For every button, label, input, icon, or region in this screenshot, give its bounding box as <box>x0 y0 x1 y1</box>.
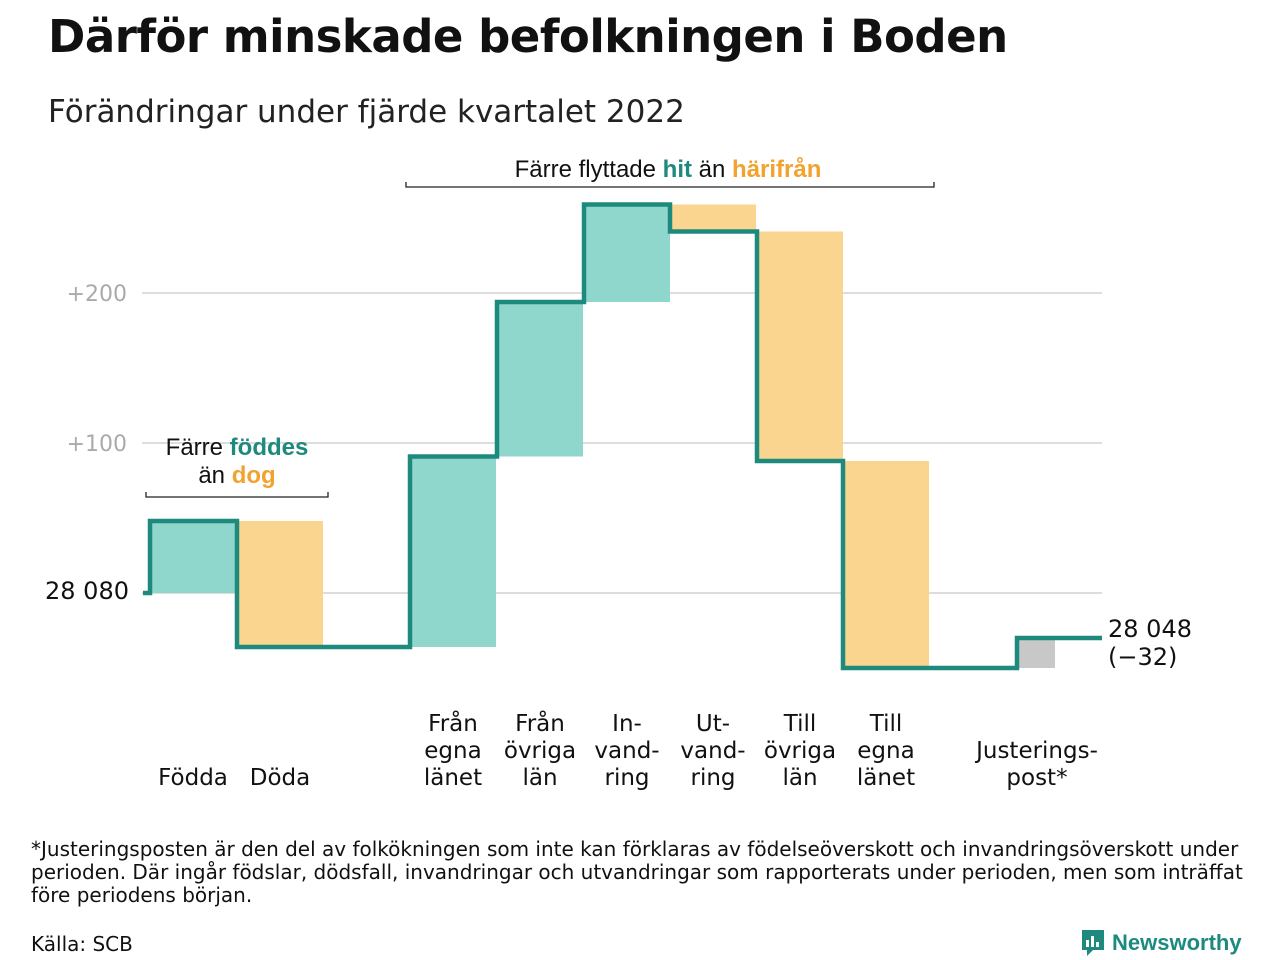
end-value-label: 28 048 <box>1108 615 1192 643</box>
y-tick-label: +100 <box>67 432 127 457</box>
category-label: Justerings- <box>974 738 1098 764</box>
natural-bracket <box>145 492 329 498</box>
category-label: Från <box>428 709 478 737</box>
chart-title: Därför minskade befolkningen i Boden <box>48 10 1008 63</box>
natural-annotation-line1: Färre föddes <box>166 434 309 461</box>
newsworthy-logo-icon <box>1082 930 1104 956</box>
category-label: Till <box>783 711 817 737</box>
waterfall-bar <box>843 461 929 668</box>
y-tick-label: +200 <box>67 282 127 307</box>
category-label: Döda <box>250 765 310 791</box>
category-label: ring <box>604 765 649 791</box>
waterfall-bar <box>497 302 583 457</box>
category-label: övriga <box>764 738 836 764</box>
category-label: övriga <box>504 738 576 764</box>
category-label: egna <box>857 738 914 764</box>
category-label: post* <box>1006 765 1067 791</box>
category-label: vand- <box>680 738 745 764</box>
category-label: Till <box>869 711 903 737</box>
waterfall-bar <box>670 204 756 232</box>
natural-annotation-line2: än dog <box>198 462 275 489</box>
annotation-span: än <box>692 156 732 183</box>
source-label: Källa: SCB <box>31 932 133 956</box>
annotation-span: Färre flyttade <box>515 156 663 183</box>
cumulative-step-line <box>143 202 1102 671</box>
migration-annotation: Färre flyttade hit än härifrån <box>515 156 822 183</box>
category-label: län <box>782 765 817 791</box>
chart-subtitle: Förändringar under fjärde kvartalet 2022 <box>48 94 685 130</box>
footnote: *Justeringsposten är den del av folkökni… <box>31 837 1243 907</box>
waterfall-bar <box>584 204 670 302</box>
waterfall-bar <box>410 456 496 647</box>
category-label: Från <box>515 709 565 737</box>
category-label: In- <box>612 711 642 737</box>
category-label: länet <box>424 765 482 791</box>
category-label: Ut- <box>696 711 730 737</box>
category-label: Födda <box>158 765 228 791</box>
brand-name: Newsworthy <box>1112 930 1242 955</box>
annotation-span: föddes <box>230 434 309 461</box>
annotation-span: härifrån <box>732 156 821 183</box>
waterfall-bar <box>150 521 236 593</box>
category-label: egna <box>424 738 481 764</box>
annotation-span: dog <box>232 462 276 489</box>
waterfall-bar <box>1017 638 1055 668</box>
annotation-span: än <box>198 462 231 489</box>
category-label: län <box>522 765 557 791</box>
category-label: vand- <box>594 738 659 764</box>
annotation-span: Färre <box>166 434 230 461</box>
migration-bracket <box>405 182 935 188</box>
annotation-span: hit <box>663 156 692 183</box>
start-value-label: 28 080 <box>45 577 129 605</box>
waterfall-bar <box>237 521 323 647</box>
brand-logo: Newsworthy <box>1080 928 1242 958</box>
category-label: länet <box>857 765 915 791</box>
end-change-label: (−32) <box>1108 643 1177 671</box>
category-label: ring <box>690 765 735 791</box>
waterfall-bar <box>757 231 843 461</box>
